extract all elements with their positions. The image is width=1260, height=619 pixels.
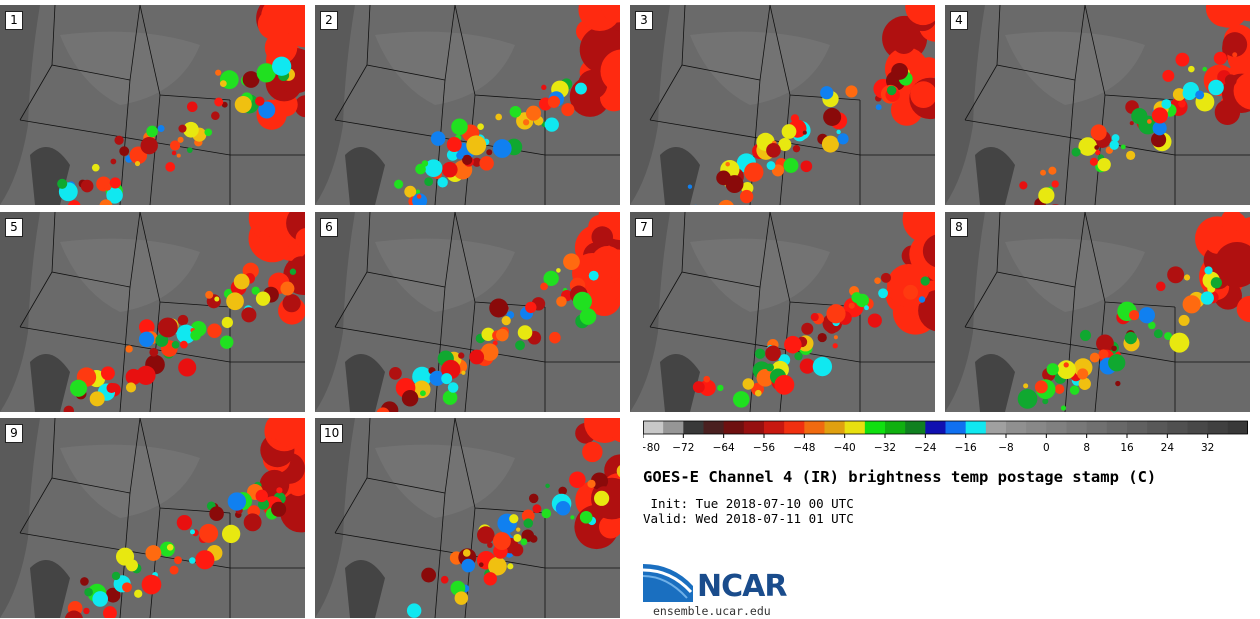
ensemble-url: ensemble.ucar.edu [653,604,771,618]
map-panel: 6 [315,212,620,412]
satellite-map [315,418,620,618]
ncar-logo-icon [643,564,693,602]
colorbar-segment [1207,421,1229,434]
init-time: Init: Tue 2018-07-10 00 UTC [643,496,854,511]
map-panel: 3 [630,5,935,205]
panel-number-label: 8 [950,218,968,237]
panel-number-label: 9 [5,424,23,443]
map-panel: 7 [630,212,935,412]
colorbar-tick-label: 16 [1120,442,1134,454]
colorbar-tick-label: −56 [753,442,775,454]
satellite-map [315,212,620,412]
map-panel: 5 [0,212,305,412]
panel-number-label: 7 [635,218,653,237]
colorbar-segment [764,421,785,434]
colorbar-segment [885,421,906,434]
panel-number-label: 6 [320,218,338,237]
colorbar-segment [1066,421,1088,434]
colorbar-segment [1147,421,1168,434]
satellite-map [315,5,620,205]
colorbar-tick-label: 24 [1161,442,1175,454]
panel-number-label: 4 [950,11,968,30]
colorbar-tick-label: −16 [955,442,977,454]
figure-title: GOES-E Channel 4 (IR) brightness temp po… [643,468,1157,486]
colorbar-tick-label: −24 [914,442,936,454]
satellite-map [945,212,1250,412]
colorbar-tick-label: −80 [643,442,660,454]
colorbar-segment [683,421,704,434]
colorbar-segment [743,421,765,434]
colorbar-segment [1106,421,1128,434]
colorbar-segment [1086,421,1108,434]
panel-number-label: 10 [320,424,344,443]
map-panel: 2 [315,5,620,205]
panel-number-label: 1 [5,11,23,30]
panel-number-label: 2 [320,11,338,30]
colorbar-segment [905,421,926,434]
colorbar-segment [1127,421,1148,434]
satellite-map [0,418,305,618]
colorbar-segment [1187,421,1209,434]
colorbar-tick-label: −32 [874,442,896,454]
map-panel: 10 [315,418,620,618]
colorbar-segment [824,421,846,434]
colorbar-segment [1227,421,1248,434]
colorbar-segment [643,421,664,434]
colorbar-segment [844,421,866,434]
colorbar-segment [1046,421,1067,434]
colorbar-segment [945,421,967,434]
colorbar-segment [663,421,684,434]
map-panel: 9 [0,418,305,618]
colorbar-segment [864,421,886,434]
colorbar-tick-label: −48 [793,442,815,454]
colorbar-segment [1026,421,1047,434]
satellite-map [630,212,935,412]
valid-time: Valid: Wed 2018-07-11 01 UTC [643,511,854,526]
colorbar-segment [985,421,1007,434]
satellite-map [0,5,305,205]
colorbar-segment [1006,421,1027,434]
colorbar-segment [784,421,805,434]
colorbar-segment [703,421,725,434]
colorbar-tick-label: 8 [1083,442,1090,454]
satellite-map [945,5,1250,205]
colorbar-segment [925,421,946,434]
colorbar-segment [965,421,987,434]
colorbar-segment [804,421,825,434]
colorbar-tick-label: −8 [998,442,1013,454]
ncar-wordmark: NCAR [697,569,787,604]
satellite-map [630,5,935,205]
colorbar-tick-label: 0 [1043,442,1050,454]
colorbar-tick-label: 32 [1201,442,1214,454]
satellite-map [0,212,305,412]
colorbar-segment [1167,421,1188,434]
map-panel: 8 [945,212,1250,412]
colorbar-segment [723,421,745,434]
panel-number-label: 3 [635,11,653,30]
map-panel: 4 [945,5,1250,205]
colorbar-tick-label: −72 [672,442,694,454]
map-panel: 1 [0,5,305,205]
panel-number-label: 5 [5,218,23,237]
colorbar-tick-label: −64 [713,442,735,454]
colorbar-tick-label: −40 [834,442,856,454]
